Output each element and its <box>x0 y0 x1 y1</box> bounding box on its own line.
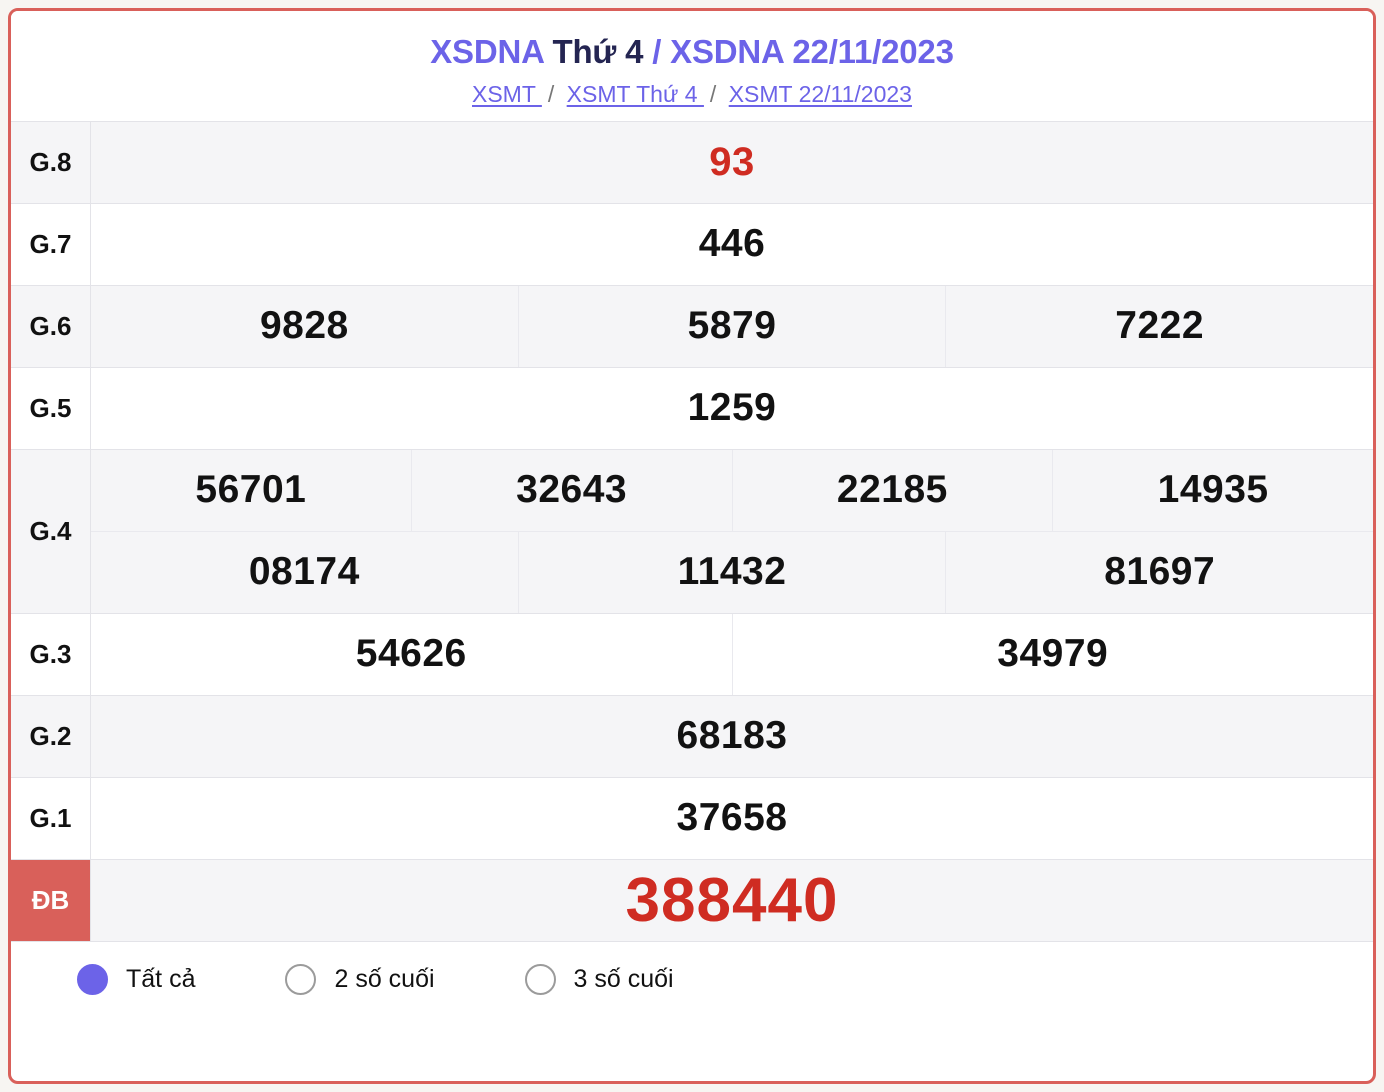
prize-label-g6: G.6 <box>11 285 91 367</box>
prize-number: 32643 <box>412 449 733 531</box>
radio-option-last-2-digits[interactable]: 2 số cuối <box>285 963 435 995</box>
prize-values-g2: 68183 <box>91 696 1373 777</box>
prize-label-g7: G.7 <box>11 203 91 285</box>
prize-label-g1: G.1 <box>11 777 91 859</box>
prize-number: 08174 <box>91 531 519 613</box>
filter-options: Tất cả 2 số cuối 3 số cuối <box>11 941 1373 1013</box>
prize-values-g4-line2: 08174 11432 81697 <box>91 531 1373 613</box>
prize-label-g3: G.3 <box>11 613 91 695</box>
breadcrumb-separator-2: / <box>709 80 717 107</box>
prize-number: 81697 <box>1104 550 1216 594</box>
radio-label: 2 số cuối <box>334 964 435 993</box>
radio-button-icon[interactable] <box>285 963 317 995</box>
table-row: G.6 9828 5879 7222 <box>11 285 1373 368</box>
prize-number: 54626 <box>91 613 733 695</box>
prize-label-g2: G.2 <box>11 695 91 777</box>
radio-label: 3 số cuối <box>573 964 674 993</box>
radio-option-last-3-digits[interactable]: 3 số cuối <box>524 963 674 995</box>
prize-number: 14935 <box>1157 468 1269 512</box>
prize-values-g4-line1: 56701 32643 22185 14935 <box>91 449 1373 532</box>
prize-number: 9828 <box>91 285 519 367</box>
prize-number: 37658 <box>676 796 788 840</box>
prize-number: 11432 <box>519 531 947 613</box>
prize-number: 446 <box>698 222 766 266</box>
breadcrumb-link-xsmt-date[interactable]: XSMT 22/11/2023 <box>728 80 912 107</box>
prize-number: 34979 <box>997 632 1109 676</box>
table-row: G.2 68183 <box>11 695 1373 778</box>
prize-values-g3: 54626 34979 <box>91 613 1373 695</box>
prize-label-g5: G.5 <box>11 367 91 449</box>
breadcrumb-link-xsmt[interactable]: XSMT <box>472 80 542 107</box>
table-row: G.5 1259 <box>11 367 1373 450</box>
page-title-separator: / <box>652 33 662 70</box>
prize-number: 1259 <box>687 386 777 430</box>
lottery-result-card: XSDNA Thứ 4 / XSDNA 22/11/2023 XSMT / XS… <box>8 8 1376 1084</box>
prize-values-g5: 1259 <box>91 368 1373 449</box>
table-row: ĐB 388440 <box>11 859 1373 942</box>
prize-values-db: 388440 <box>91 860 1373 941</box>
prize-number: 68183 <box>676 714 788 758</box>
page-title-day: Thứ 4 <box>552 33 644 70</box>
table-row: G.8 93 <box>11 121 1373 204</box>
prize-values-g1: 37658 <box>91 778 1373 859</box>
table-row: G.7 446 <box>11 203 1373 286</box>
radio-button-icon[interactable] <box>77 963 108 995</box>
prize-values-g4: 56701 32643 22185 14935 08174 11432 8169… <box>91 449 1373 613</box>
lottery-results-table: G.8 93 G.7 446 G.6 9828 5879 7222 <box>11 120 1373 942</box>
table-row: G.4 56701 32643 22185 14935 08174 11432 … <box>11 449 1373 614</box>
prize-label-g4: G.4 <box>11 449 91 613</box>
radio-option-all[interactable]: Tất cả <box>77 963 196 995</box>
prize-number-special: 388440 <box>625 865 839 935</box>
prize-number: 56701 <box>91 449 412 531</box>
breadcrumb-separator-1: / <box>547 80 555 107</box>
prize-values-g7: 446 <box>91 204 1373 285</box>
table-row: G.1 37658 <box>11 777 1373 860</box>
breadcrumb-link-xsmt-weekday[interactable]: XSMT Thứ 4 <box>566 80 704 107</box>
radio-label: Tất cả <box>126 964 196 993</box>
prize-label-db: ĐB <box>11 859 91 941</box>
breadcrumb: XSMT / XSMT Thứ 4 / XSMT 22/11/2023 <box>21 81 1363 109</box>
table-row: G.3 54626 34979 <box>11 613 1373 696</box>
prize-values-g6: 9828 5879 7222 <box>91 285 1373 367</box>
prize-number: 22185 <box>733 449 1054 531</box>
card-header: XSDNA Thứ 4 / XSDNA 22/11/2023 XSMT / XS… <box>11 11 1373 121</box>
page-title-suffix: XSDNA 22/11/2023 <box>670 33 954 70</box>
page-title: XSDNA Thứ 4 / XSDNA 22/11/2023 <box>21 33 1363 71</box>
page-title-prefix: XSDNA <box>430 33 544 70</box>
prize-values-g8: 93 <box>91 122 1373 203</box>
prize-number: 5879 <box>519 285 947 367</box>
prize-number: 93 <box>709 139 755 184</box>
radio-button-icon[interactable] <box>524 963 556 995</box>
prize-label-g8: G.8 <box>11 121 91 203</box>
prize-number: 7222 <box>1115 304 1205 348</box>
